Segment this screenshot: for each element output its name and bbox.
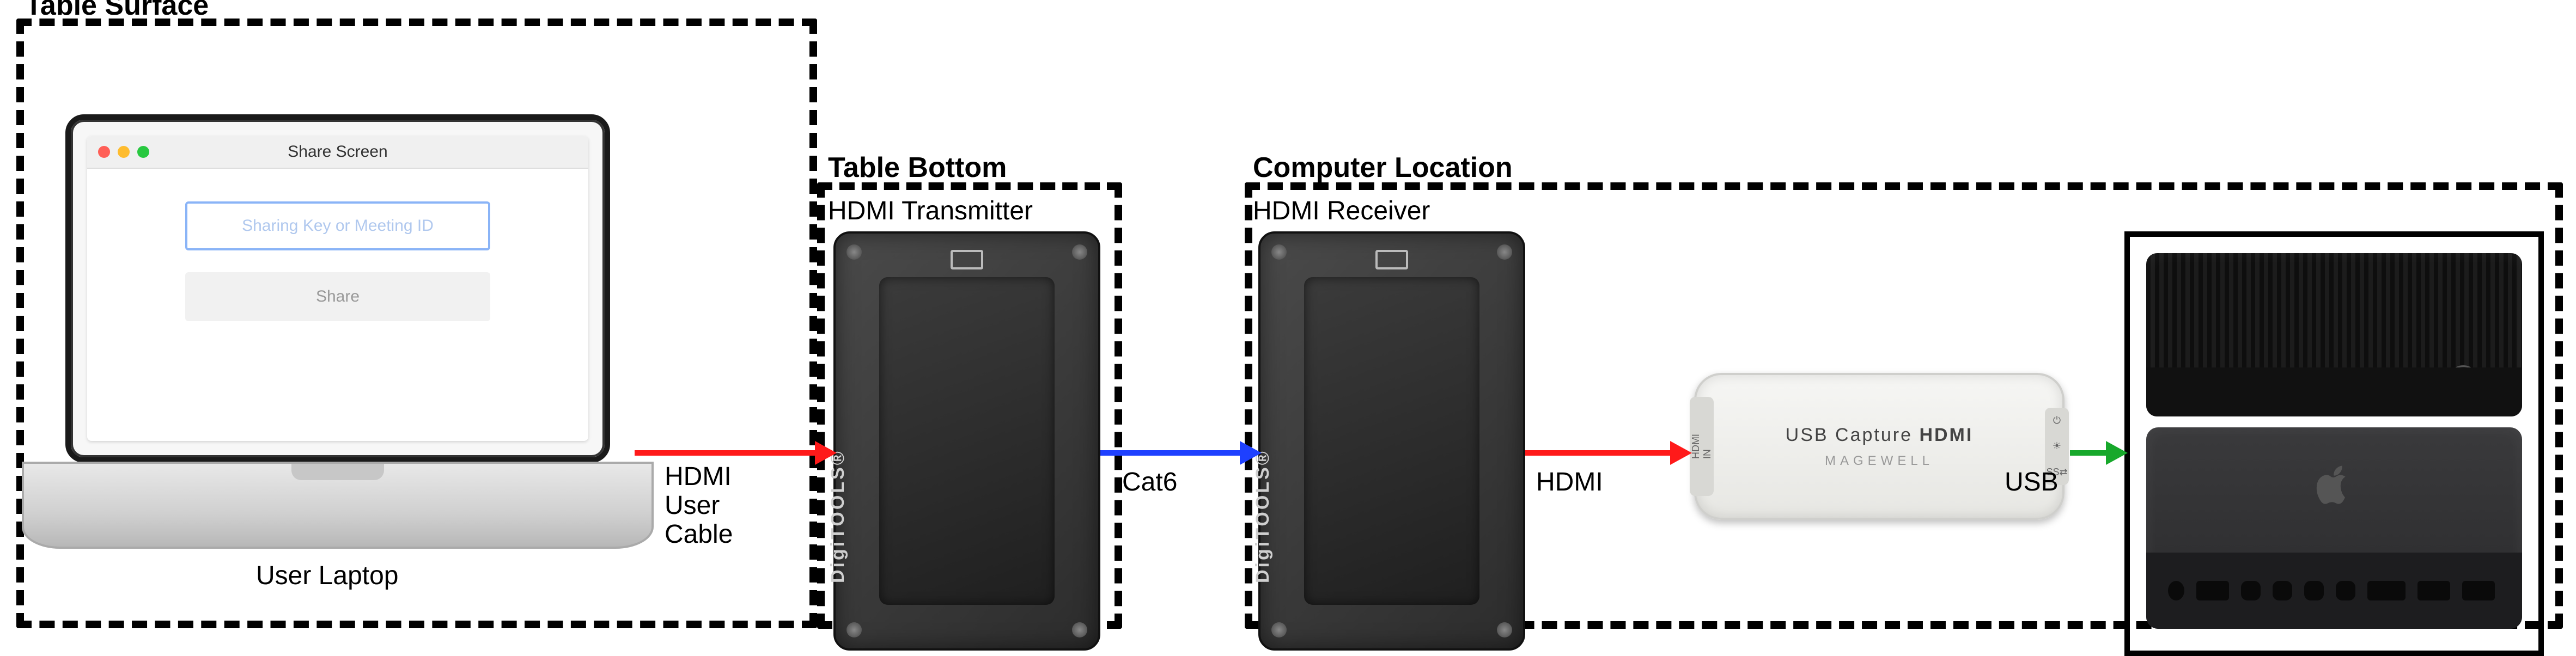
hdmi-in-label: HDMI IN: [1690, 434, 1713, 459]
host-computers: DELL: [2124, 231, 2544, 656]
laptop-screen: Share Screen Sharing Key or Meeting ID S…: [65, 114, 610, 463]
usba-port-icon: [2462, 581, 2495, 600]
hdmi-receiver: DigiTOOLS®: [1258, 231, 1525, 651]
usb-capture-hdmi: HDMI IN ⏻ ☀ SS⇄ USB Capture HDMI MAGEWEL…: [1694, 373, 2065, 520]
hdmi-transmitter-label: HDMI Transmitter: [828, 196, 1033, 226]
thunderbolt-port-icon: [2273, 581, 2292, 600]
capture-brand: MAGEWELL: [1825, 453, 1934, 469]
close-dot-icon: [98, 146, 110, 158]
apple-logo-icon: [2315, 465, 2353, 509]
dell-mini-pc: DELL: [2146, 253, 2522, 416]
kramer-logo-icon: [1375, 250, 1408, 269]
laptop-keyboard: [22, 462, 654, 549]
capture-title: USB Capture HDMI: [1786, 425, 1974, 446]
hdmi-port-icon: [2367, 581, 2406, 600]
power-button-icon: [2168, 385, 2182, 399]
digitools-brand: DigiTOOLS®: [1252, 449, 1274, 583]
audio-jack-icon: [2216, 385, 2230, 399]
share-window-title: Share Screen: [288, 143, 387, 161]
zoom-dot-icon: [137, 146, 149, 158]
cable-label-cat6: Cat6: [1122, 468, 1177, 497]
sharing-key-input[interactable]: Sharing Key or Meeting ID: [185, 201, 490, 250]
dell-badge-icon: DELL: [2448, 365, 2478, 396]
share-button[interactable]: Share: [185, 272, 490, 321]
usba-port-icon: [2417, 581, 2450, 600]
signal-flow-diagram: Table Surface Table Bottom Computer Loca…: [0, 0, 2576, 642]
laptop-label: User Laptop: [256, 561, 399, 591]
thunderbolt-port-icon: [2336, 581, 2355, 600]
kramer-logo-icon: [951, 250, 983, 269]
zone-label-bottom: Table Bottom: [828, 151, 1007, 184]
minimize-dot-icon: [118, 146, 130, 158]
mac-mini: [2146, 427, 2522, 629]
cable-label-usb: USB: [2005, 468, 2059, 497]
thunderbolt-port-icon: [2304, 581, 2324, 600]
window-traffic-lights: [98, 146, 149, 158]
digitools-brand: DigiTOOLS®: [827, 449, 849, 583]
hdmi-receiver-label: HDMI Receiver: [1253, 196, 1430, 226]
cable-label-hdmi_user: HDMI User Cable: [665, 463, 733, 549]
usbc-port-icon: [2240, 385, 2268, 399]
capture-hdmi-port: HDMI IN: [1690, 397, 1714, 496]
hdmi-transmitter: DigiTOOLS®: [833, 231, 1100, 651]
power-icon: ⏻: [2053, 415, 2061, 426]
user-laptop: Share Screen Sharing Key or Meeting ID S…: [65, 114, 654, 549]
cable-label-hdmi: HDMI: [1536, 468, 1603, 497]
zone-label-comp: Computer Location: [1253, 151, 1513, 184]
audio-jack-icon: [2192, 385, 2206, 399]
ethernet-port-icon: [2196, 581, 2229, 600]
share-window-titlebar: Share Screen: [87, 136, 588, 169]
activity-icon: ☀: [2053, 440, 2061, 452]
usba-port-icon: [2278, 385, 2316, 399]
power-port-icon: [2168, 581, 2184, 600]
thunderbolt-port-icon: [2241, 581, 2261, 600]
